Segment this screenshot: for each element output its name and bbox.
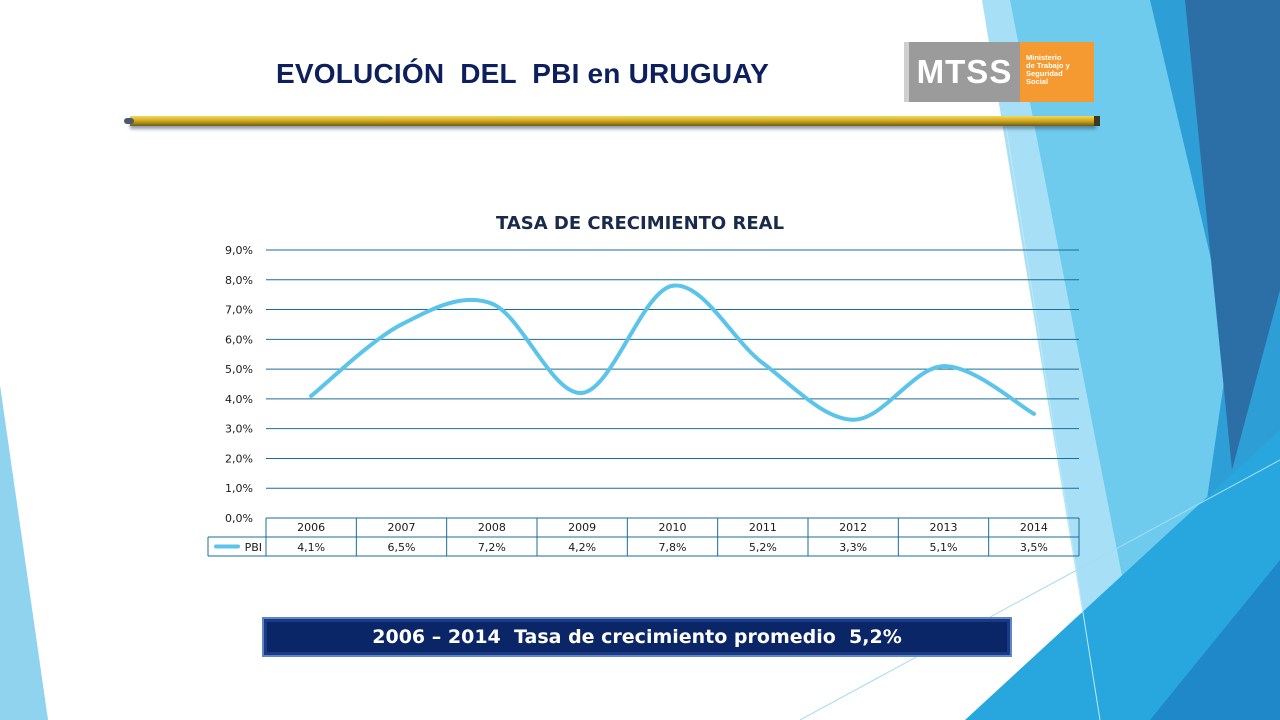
y-tick-label: 3,0% — [225, 423, 253, 436]
data-label: 3,3% — [839, 541, 867, 554]
data-label: 5,2% — [749, 541, 777, 554]
y-tick-label: 7,0% — [225, 304, 253, 317]
data-label: 7,2% — [478, 541, 506, 554]
y-tick-label: 6,0% — [225, 333, 253, 346]
x-tick-label: 2006 — [297, 521, 325, 534]
y-tick-label: 9,0% — [225, 244, 253, 257]
data-point — [1031, 411, 1036, 416]
data-point — [399, 322, 404, 327]
data-label: 4,2% — [568, 541, 596, 554]
y-tick-label: 8,0% — [225, 274, 253, 287]
x-tick-label: 2009 — [568, 521, 596, 534]
bg-thin-line-2 — [799, 459, 1280, 720]
y-tick-label: 5,0% — [225, 363, 253, 376]
data-point — [941, 364, 946, 369]
bg-bottom-darker-shape — [1150, 560, 1280, 720]
data-point — [670, 283, 675, 288]
bg-left-shape — [0, 385, 48, 720]
x-tick-label: 2012 — [839, 521, 867, 534]
x-tick-label: 2008 — [478, 521, 506, 534]
y-tick-label: 2,0% — [225, 452, 253, 465]
average-growth-summary: 2006 – 2014 Tasa de crecimiento promedio… — [262, 617, 1012, 657]
y-tick-label: 0,0% — [225, 512, 253, 525]
x-tick-label: 2010 — [659, 521, 687, 534]
x-tick-label: 2014 — [1020, 521, 1048, 534]
y-tick-label: 4,0% — [225, 393, 253, 406]
data-label: 7,8% — [659, 541, 687, 554]
data-point — [580, 390, 585, 395]
data-point — [851, 417, 856, 422]
bar-left-cap — [124, 118, 134, 124]
data-label: 5,1% — [930, 541, 958, 554]
data-point — [309, 393, 314, 398]
series-line-pbi — [309, 283, 1036, 422]
bg-thin-line — [1004, 119, 1101, 720]
mtss-logo: MTSS Ministerio de Trabajo y Seguridad S… — [904, 42, 1094, 102]
chart-title: TASA DE CRECIMIENTO REAL — [496, 213, 784, 234]
bg-right-dark-shape — [1185, 0, 1280, 470]
bar-right-cap — [1094, 116, 1100, 126]
data-label: 3,5% — [1020, 541, 1048, 554]
x-tick-label: 2011 — [749, 521, 777, 534]
legend-series-label: PBI — [245, 541, 262, 554]
slide-title: EVOLUCIÓN DEL PBI en URUGUAY — [276, 58, 769, 89]
x-tick-label: 2013 — [930, 521, 958, 534]
logo-acronym: MTSS — [904, 42, 1020, 102]
data-point — [760, 361, 765, 366]
data-label: 6,5% — [388, 541, 416, 554]
x-tick-label: 2007 — [388, 521, 416, 534]
title-underline-bar — [124, 116, 1100, 126]
y-tick-label: 1,0% — [225, 482, 253, 495]
logo-org-name: Ministerio de Trabajo y Seguridad Social — [1026, 53, 1070, 86]
data-point — [489, 301, 494, 306]
data-label: 4,1% — [297, 541, 325, 554]
